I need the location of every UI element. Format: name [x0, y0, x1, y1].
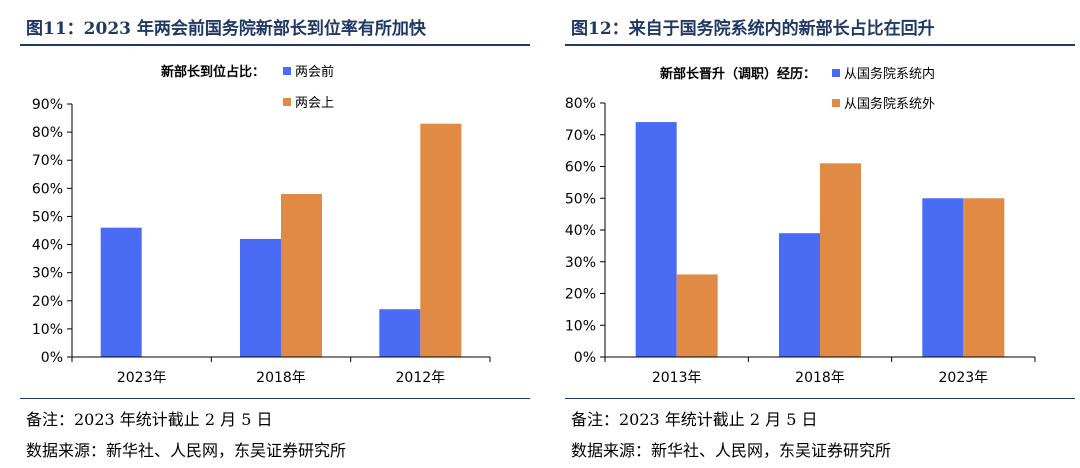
figure-source: 数据来源：新华社、人民网，东吴证券研究所 [571, 441, 892, 460]
x-tick-label: 2018年 [256, 370, 306, 386]
bar [240, 238, 281, 357]
title-rule [565, 44, 1075, 46]
y-tick-label: 0% [574, 350, 596, 366]
bar [100, 227, 142, 357]
bar [379, 309, 421, 357]
legend-label: 两会上 [295, 96, 334, 111]
y-tick-label: 10% [565, 318, 596, 334]
y-tick-label: 80% [565, 96, 596, 112]
y-tick-label: 40% [565, 223, 596, 239]
y-tick-label: 50% [32, 209, 63, 225]
y-tick-label: 10% [32, 322, 63, 338]
x-tick-label: 2013年 [652, 370, 702, 386]
legend-label: 两会前 [295, 64, 334, 80]
bar [281, 193, 322, 357]
legend-label: 从国务院系统外 [844, 96, 935, 112]
bar [635, 122, 677, 357]
y-tick-label: 40% [32, 238, 63, 254]
legend-label: 从国务院系统内 [844, 66, 935, 82]
legend-swatch [283, 67, 291, 75]
y-tick-label: 80% [32, 125, 63, 141]
legend-title: 新部长晋升（调职）经历： [660, 66, 816, 82]
legend-swatch [832, 69, 840, 77]
y-tick-label: 20% [32, 294, 63, 310]
bar [676, 274, 718, 357]
figure-12-panel: 图12：来自于国务院系统内的新部长占比在回升 新部长晋升（调职）经历： 从国务院系… [545, 0, 1075, 468]
y-tick-label: 90% [32, 97, 63, 113]
figure-note: 备注：2023 年统计截止 2 月 5 日 [26, 410, 273, 429]
figure-note: 备注：2023 年统计截止 2 月 5 日 [571, 410, 818, 429]
legend-swatch [283, 98, 291, 106]
x-tick-label: 2023年 [117, 370, 167, 386]
x-tick-label: 2023年 [939, 370, 989, 386]
y-tick-label: 30% [32, 266, 63, 282]
figure-source: 数据来源：新华社、人民网，东吴证券研究所 [26, 441, 347, 460]
title-rule [20, 44, 530, 46]
x-tick-label: 2012年 [396, 370, 446, 386]
legend-swatch [832, 99, 840, 107]
x-tick-label: 2018年 [795, 370, 845, 386]
figure-11-panel: 图11：2023 年两会前国务院新部长到位率有所加快 新部长到位占比： 两会前两会… [0, 0, 530, 468]
footer-rule [20, 398, 530, 399]
y-tick-label: 30% [565, 255, 596, 271]
y-tick-label: 50% [565, 191, 596, 207]
y-tick-label: 20% [565, 287, 596, 303]
legend-title: 新部长到位占比： [161, 64, 265, 80]
y-tick-label: 0% [41, 350, 63, 366]
y-tick-label: 60% [565, 160, 596, 176]
y-tick-label: 70% [565, 128, 596, 144]
y-tick-label: 70% [32, 153, 63, 169]
y-tick-label: 60% [32, 181, 63, 197]
bar [779, 233, 820, 357]
bar [420, 123, 462, 357]
figure-title: 图11：2023 年两会前国务院新部长到位率有所加快 [26, 19, 426, 39]
bar [922, 198, 964, 357]
bar [820, 163, 861, 357]
footer-rule [565, 398, 1075, 399]
bar [963, 198, 1005, 357]
figure-title: 图12：来自于国务院系统内的新部长占比在回升 [571, 19, 935, 39]
